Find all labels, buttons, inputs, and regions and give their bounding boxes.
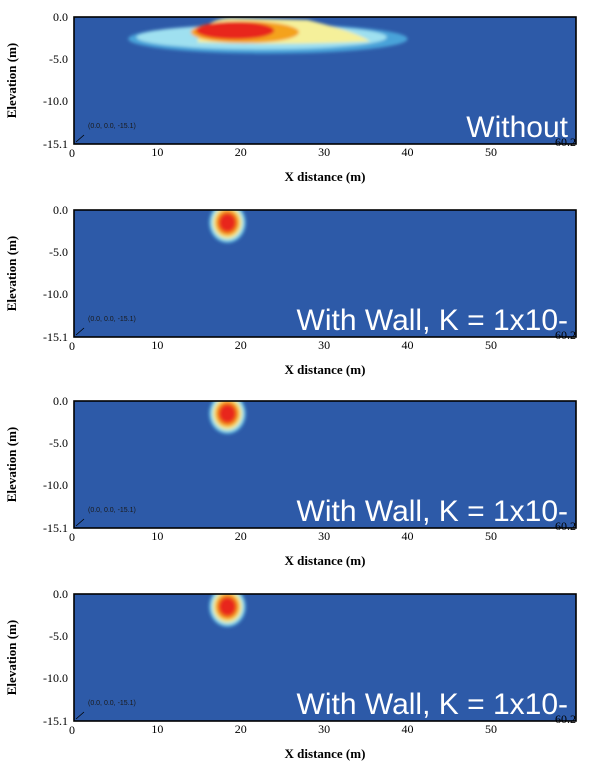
x-tick-label: 30: [318, 145, 330, 159]
chart-panel-3: (0.0, 0.0, -15.1) 0.0 -5.0 -10.0 -15.1 0 10 20 3…: [0, 384, 592, 574]
chart-panel-1: (0.0, 0.0, -15.1) 0.0 -5.0 -10.0 -15.1 0 10 20 3…: [0, 0, 592, 190]
y-tick-label: 0.0: [53, 10, 68, 24]
x-axis-label: X distance (m): [285, 553, 366, 568]
plot-frame: [73, 593, 577, 722]
concentration-field: [74, 210, 576, 337]
x-tick-label: 50: [485, 145, 497, 159]
origin-label: (0.0, 0.0, -15.1): [88, 507, 136, 514]
panel-caption: Without: [466, 111, 568, 144]
concentration-field: [74, 401, 576, 528]
x-tick-label: 50: [485, 338, 497, 352]
x-axis-label: X distance (m): [285, 169, 366, 184]
plume: [208, 201, 247, 244]
panel-caption: With Wall, K = 1x10-: [297, 495, 568, 528]
panel-caption: With Wall, K = 1x10-: [297, 304, 568, 337]
plume-core: [195, 21, 275, 40]
x-tick-label: 0: [69, 146, 75, 160]
y-axis-label: Elevation (m): [4, 43, 19, 118]
x-axis-label: X distance (m): [285, 362, 366, 377]
x-tick-label: 10: [151, 338, 163, 352]
chart-svg: (0.0, 0.0, -15.1) 0.0 -5.0 -10.0 -15.10 10 20 3…: [4, 193, 577, 377]
x-tick-label: 20: [235, 338, 247, 352]
y-tick-label: 0.0: [53, 394, 68, 408]
chart-svg: (0.0, 0.0, -15.1) 0.0 -5.0 -10.0 -15.10 10 20 3…: [4, 384, 577, 568]
y-tick-label: -10.0: [43, 671, 68, 685]
concentration-field: [74, 594, 576, 721]
x-tick-label: 20: [235, 145, 247, 159]
plot-frame: [73, 16, 577, 145]
y-tick-label: 0.0: [53, 203, 68, 217]
chart-panel-4: (0.0, 0.0, -15.1) 0.0 -5.0 -10.0 -15.1 0 10 20 3…: [0, 577, 592, 767]
x-tick-label: 40: [402, 145, 414, 159]
y-tick-label: -15.1: [43, 137, 68, 151]
y-tick-label: -5.0: [49, 52, 68, 66]
y-tick-label: -15.1: [43, 714, 68, 728]
x-tick-label: 10: [151, 145, 163, 159]
x-tick-label: 20: [235, 529, 247, 543]
x-tick-label: 30: [318, 529, 330, 543]
y-tick-label: -10.0: [43, 478, 68, 492]
x-tick-label: 30: [318, 722, 330, 736]
x-axis-label: X distance (m): [285, 746, 366, 761]
y-tick-label: -15.1: [43, 521, 68, 535]
y-tick-label: 0.0: [53, 587, 68, 601]
x-tick-label: 60.2: [555, 328, 576, 342]
x-tick-label: 50: [485, 529, 497, 543]
origin-label: (0.0, 0.0, -15.1): [88, 316, 136, 323]
y-tick-label: -10.0: [43, 94, 68, 108]
plume: [208, 585, 247, 628]
x-tick-label: 40: [402, 722, 414, 736]
plume: [128, 18, 408, 54]
x-tick-label: 50: [485, 722, 497, 736]
panel-caption: With Wall, K = 1x10-: [297, 688, 568, 721]
x-tick-label: 10: [151, 529, 163, 543]
x-tick-label: 40: [402, 529, 414, 543]
chart-panel-2: (0.0, 0.0, -15.1) 0.0 -5.0 -10.0 -15.1 0 10 20 3…: [0, 193, 592, 383]
x-tick-label: 60.2: [555, 519, 576, 533]
y-axis-label: Elevation (m): [4, 427, 19, 502]
origin-label: (0.0, 0.0, -15.1): [88, 700, 136, 707]
chart-svg: (0.0, 0.0, -15.1) 0.0 -5.0 -10.0 -15.10 10 20 3…: [4, 0, 577, 184]
y-tick-label: -5.0: [49, 629, 68, 643]
chart-svg: (0.0, 0.0, -15.1) 0.0 -5.0 -10.0 -15.10 10 20 3…: [4, 577, 577, 761]
plume-core: [208, 585, 247, 628]
x-tick-label: 0: [69, 723, 75, 737]
y-axis-label: Elevation (m): [4, 236, 19, 311]
plot-frame: [73, 400, 577, 529]
y-axis-label: Elevation (m): [4, 620, 19, 695]
plot-frame: [73, 209, 577, 338]
x-tick-label: 30: [318, 338, 330, 352]
x-tick-label: 60.2: [555, 712, 576, 726]
x-tick-label: 20: [235, 722, 247, 736]
x-tick-label: 0: [69, 530, 75, 544]
origin-label: (0.0, 0.0, -15.1): [88, 123, 136, 130]
y-tick-label: -5.0: [49, 245, 68, 259]
plume-core: [208, 201, 247, 244]
x-tick-label: 40: [402, 338, 414, 352]
y-tick-label: -15.1: [43, 330, 68, 344]
plume: [208, 392, 247, 435]
x-tick-label: 60.2: [555, 135, 576, 149]
x-tick-label: 0: [69, 339, 75, 353]
x-tick-label: 10: [151, 722, 163, 736]
plume-core: [208, 392, 247, 435]
y-tick-label: -10.0: [43, 287, 68, 301]
y-tick-label: -5.0: [49, 436, 68, 450]
